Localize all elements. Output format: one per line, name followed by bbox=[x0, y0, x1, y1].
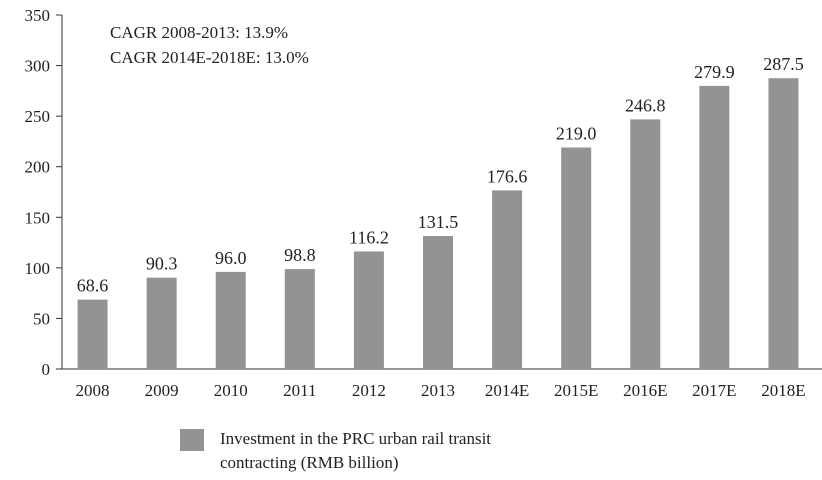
value-label: 131.5 bbox=[418, 212, 459, 232]
x-tick-label: 2014E bbox=[485, 381, 529, 400]
value-label: 116.2 bbox=[349, 227, 389, 247]
annotation: CAGR 2014E-2018E: 13.0% bbox=[110, 48, 309, 67]
y-tick-label: 0 bbox=[42, 360, 51, 379]
bar bbox=[215, 271, 246, 369]
legend: Investment in the PRC urban rail transit… bbox=[180, 427, 550, 475]
x-tick-label: 2015E bbox=[554, 381, 598, 400]
y-tick-label: 250 bbox=[25, 107, 51, 126]
bar bbox=[423, 235, 453, 369]
legend-swatch bbox=[180, 429, 204, 451]
x-tick-label: 2013 bbox=[421, 381, 455, 400]
x-tick-label: 2016E bbox=[623, 381, 667, 400]
y-tick-label: 50 bbox=[33, 309, 50, 328]
value-label: 176.6 bbox=[487, 166, 528, 186]
bar bbox=[768, 78, 799, 369]
x-tick-label: 2008 bbox=[76, 381, 110, 400]
value-label: 219.0 bbox=[556, 123, 597, 143]
bar bbox=[77, 299, 108, 369]
value-label: 96.0 bbox=[215, 248, 247, 268]
x-tick-label: 2012 bbox=[352, 381, 386, 400]
x-tick-label: 2011 bbox=[283, 381, 316, 400]
y-tick-label: 300 bbox=[25, 57, 51, 76]
value-label: 98.8 bbox=[284, 245, 316, 265]
value-label: 246.8 bbox=[625, 95, 666, 115]
y-tick-label: 200 bbox=[25, 158, 51, 177]
x-tick-label: 2018E bbox=[761, 381, 805, 400]
y-tick-label: 150 bbox=[25, 208, 51, 227]
value-label: 68.6 bbox=[77, 276, 109, 296]
y-tick-label: 100 bbox=[25, 259, 51, 278]
bar bbox=[561, 147, 592, 369]
bar bbox=[630, 119, 661, 369]
legend-label: Investment in the PRC urban rail transit… bbox=[220, 429, 492, 472]
bar bbox=[699, 85, 730, 369]
bar bbox=[146, 277, 177, 369]
x-tick-label: 2010 bbox=[214, 381, 248, 400]
y-tick-label: 350 bbox=[25, 6, 51, 25]
bar bbox=[353, 251, 384, 369]
value-label: 287.5 bbox=[763, 54, 804, 74]
chart: CAGR 2008-2013: 13.9% CAGR 2014E-2018E: … bbox=[25, 6, 822, 400]
value-label: 279.9 bbox=[694, 62, 735, 82]
x-tick-label: 2009 bbox=[145, 381, 179, 400]
bar bbox=[492, 190, 523, 369]
value-label: 90.3 bbox=[146, 254, 178, 274]
x-tick-label: 2017E bbox=[692, 381, 736, 400]
bar bbox=[284, 269, 315, 369]
annotation: CAGR 2008-2013: 13.9% bbox=[110, 23, 288, 42]
